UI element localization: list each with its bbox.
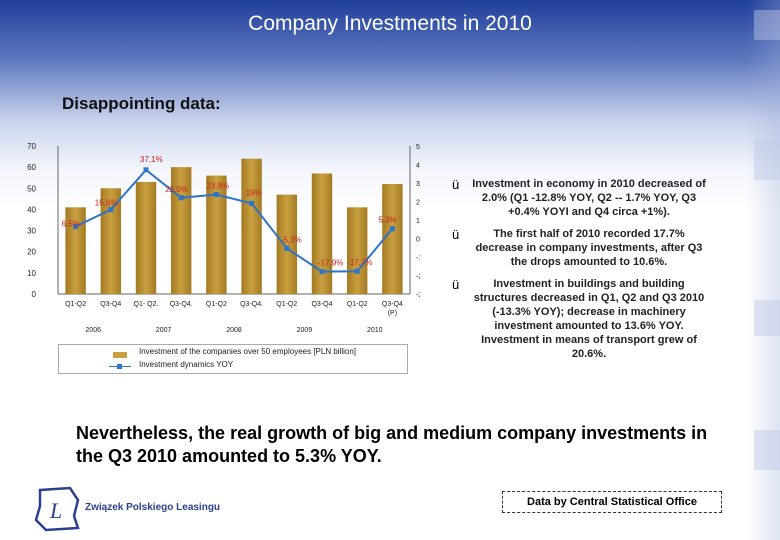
bar: [276, 194, 298, 294]
y-tick-left: 10: [27, 269, 36, 278]
bar: [170, 167, 192, 294]
y-tick-left: 20: [27, 248, 36, 257]
x-tick-label: Q3-Q4: [382, 301, 403, 308]
slide-subtitle: Disappointing data:: [62, 94, 221, 113]
line-marker: [108, 207, 114, 213]
data-label: 6,5%: [62, 219, 80, 228]
legend-bar-label: Investment of the companies over 50 empl…: [139, 347, 357, 356]
x-tick-label: Q3-Q4.: [170, 301, 193, 308]
line-marker: [284, 245, 290, 251]
chart-legend: Investment of the companies over 50 empl…: [58, 344, 408, 374]
checkmark-icon: ü: [452, 177, 460, 192]
bullet-item: ü The first half of 2010 recorded 17.7% …: [452, 227, 710, 269]
line-marker: [143, 167, 149, 173]
decoration-square: [754, 430, 780, 470]
x-tick-label: Q3-Q4.: [240, 301, 263, 308]
side-decoration: [746, 0, 780, 540]
checkmark-icon: ü: [452, 277, 460, 292]
x-tick-label: Q1- Q2.: [134, 301, 159, 308]
legend-bar-swatch: [113, 352, 127, 358]
y-tick-right: -10%: [416, 255, 420, 262]
y-tick-right: 0%: [416, 237, 420, 244]
bar: [346, 207, 368, 294]
source-note: Data by Central Statistical Office: [502, 491, 722, 513]
y-tick-left: 60: [27, 163, 36, 172]
bar: [135, 181, 157, 294]
conclusion-text: Nevertheless, the real growth of big and…: [76, 423, 708, 466]
year-label: 2008: [226, 327, 242, 334]
data-label: 23,8%: [206, 181, 229, 190]
y-tick-right: 30%: [416, 181, 420, 188]
data-label: 19%: [246, 188, 262, 197]
bar: [65, 207, 86, 294]
data-label: -17,7%: [347, 258, 372, 267]
y-tick-left: 50: [27, 184, 36, 193]
line-marker: [73, 223, 79, 229]
x-tick-label: Q3-Q4: [311, 301, 332, 308]
bar: [206, 175, 227, 294]
year-label: 2007: [156, 327, 172, 334]
line-marker: [249, 200, 255, 206]
bar: [100, 188, 122, 294]
bar: [382, 184, 403, 294]
x-tick-label: Q1-Q2: [276, 301, 297, 308]
y-tick-left: 30: [27, 227, 36, 236]
y-tick-right: 10%: [416, 218, 420, 225]
data-label: 22,0%: [165, 185, 188, 194]
decoration-square: [754, 140, 780, 180]
bullet-text: Investment in buildings and building str…: [473, 278, 705, 360]
x-tick-label: Q1-Q2: [65, 301, 86, 308]
slide-title: Company Investments in 2010: [248, 12, 532, 35]
x-tick-label-suffix: (P): [388, 310, 397, 317]
bullet-text: Investment in economy in 2010 decreased …: [472, 178, 706, 218]
data-label: 15,6%: [95, 199, 118, 208]
x-tick-label: Q1-Q2: [347, 301, 368, 308]
legend-line-marker: [117, 364, 122, 369]
y-tick-right: 40%: [416, 163, 420, 170]
bar: [311, 173, 333, 294]
year-label: 2006: [85, 327, 101, 334]
bullet-text: The first half of 2010 recorded 17.7% de…: [475, 228, 703, 268]
decoration-square: [754, 10, 780, 40]
bullet-list: ü Investment in economy in 2010 decrease…: [452, 177, 710, 369]
y-tick-right: -20%: [416, 274, 420, 281]
series-line: [75, 168, 394, 273]
legend-line-label: Investment dynamics YOY: [139, 360, 234, 369]
x-tick-label: Q1-Q2: [206, 301, 227, 308]
line-marker: [389, 226, 395, 232]
bullet-item: ü Investment in economy in 2010 decrease…: [452, 177, 710, 219]
year-label: 2009: [297, 327, 313, 334]
logo-icon: L: [34, 486, 80, 532]
y-tick-left: 0: [32, 290, 37, 299]
year-label: 2010: [367, 327, 383, 334]
line-marker: [178, 195, 184, 201]
y-tick-right: 50%: [416, 144, 420, 151]
bar: [241, 158, 262, 294]
y-tick-right: -30%: [416, 292, 420, 299]
checkmark-icon: ü: [452, 227, 460, 242]
logo-letter: L: [49, 498, 62, 523]
logo-text: Związek Polskiego Leasingu: [85, 502, 221, 513]
data-label: 5,3%: [378, 216, 396, 225]
y-tick-left: 70: [27, 142, 36, 151]
decoration-square: [754, 300, 780, 336]
data-label: -17,9%: [318, 259, 343, 268]
line-marker: [319, 269, 325, 275]
line-marker: [354, 268, 360, 274]
investment-chart: 0 10 20 30 40 50 60 70 -30% -20% -10% 0% 10% 20% 30% 40…: [27, 142, 420, 334]
data-label: 37,1%: [140, 155, 163, 164]
y-tick-left: 40: [27, 205, 36, 214]
bullet-item: ü Investment in buildings and building s…: [452, 277, 710, 361]
y-tick-right: 20%: [416, 200, 420, 207]
x-tick-label: Q3-Q4: [100, 301, 121, 308]
data-label: -5,3%: [281, 235, 302, 244]
line-marker: [213, 191, 219, 197]
